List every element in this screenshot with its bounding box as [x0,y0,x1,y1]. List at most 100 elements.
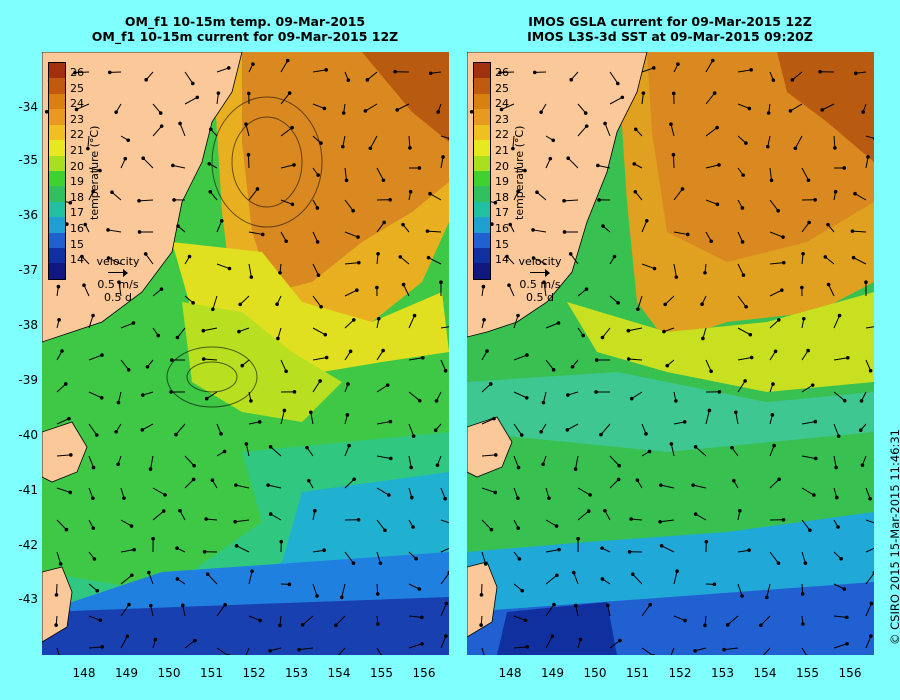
left-velocity-arrowhead [316,273,321,277]
left-velocity-arrowhead [395,108,400,112]
left-longitude-label: 150 [157,666,181,680]
left-velocity-arrowhead [201,328,206,333]
left-velocity-arrow [280,60,289,73]
right-velocity-arrowhead [851,255,856,260]
right-velocity-arrowhead [813,419,818,424]
right-velocity-arrow [545,519,557,527]
right-velocity-arrowhead [836,525,840,529]
right-velocity-arrowhead [744,141,748,145]
left-velocity-arrow [299,647,314,651]
right-velocity-arrowhead [743,379,747,383]
left-velocity-arrow [302,615,314,626]
right-velocity-arrowhead [872,570,874,575]
right-velocity-arrowhead [801,622,805,626]
right-velocity-arrow [828,284,835,297]
left-velocity-arrowhead [151,536,155,541]
left-velocity-arrowhead [409,465,413,470]
left-velocity-arrow [184,479,194,489]
left-velocity-arrowhead [365,78,370,82]
left-velocity-arrowhead [419,615,424,620]
left-velocity-arrowhead [227,266,232,271]
left-latitude-label: -42 [18,538,38,552]
left-velocity-arrow [376,222,385,233]
left-velocity-arrowhead [278,623,282,628]
right-velocity-arrowhead [507,283,511,287]
right-velocity-arrow [602,327,611,338]
right-velocity-arrowhead [662,329,666,334]
left-velocity-arrow [408,583,420,590]
right-velocity-arrowhead [788,109,793,113]
right-velocity-arrowhead [842,166,847,170]
left-velocity-arrow [396,103,410,111]
left-latitude-label: -37 [18,263,38,277]
left-velocity-arrowhead [428,191,432,196]
right-velocity-arrow [737,549,750,553]
left-velocity-arrow [245,124,250,137]
right-velocity-arrowhead [680,187,685,191]
right-velocity-arrowhead [781,235,785,239]
right-velocity-arrowhead [693,445,698,449]
left-velocity-arrowhead [363,109,368,113]
right-velocity-arrowhead [813,197,817,202]
left-velocity-arrowhead [275,302,279,307]
right-velocity-arrowhead [498,70,502,75]
left-velocity-arrowhead [284,369,288,374]
left-longitude-label: 156 [412,666,436,680]
left-colorbar-segment [49,124,65,141]
right-velocity-arrow [727,615,739,626]
right-velocity-arrow [481,383,492,393]
left-velocity-arrow [376,455,391,459]
left-velocity-arrowhead [255,187,260,191]
left-velocity-arrowhead [141,393,145,397]
left-velocity-arrow [248,615,261,621]
right-velocity-arrowhead [770,413,775,417]
left-velocity-arrowhead [191,81,195,86]
right-velocity-arrowhead [488,382,493,386]
right-velocity-arrow [508,284,515,297]
right-velocity-arrow [737,263,744,276]
left-velocity-arrowhead [172,198,176,202]
right-velocity-arrow [705,60,714,73]
left-longitude-label: 153 [285,666,308,680]
left-velocity-arrowhead [401,282,406,287]
left-velocity-arrow [376,167,384,181]
right-velocity-arrow [724,647,739,651]
left-velocity-arrowhead [443,496,447,501]
right-velocity-arrowhead [712,582,717,587]
right-velocity-arrowhead [813,456,818,461]
left-velocity-arrowhead [412,313,417,318]
left-velocity-arrowhead [244,442,249,446]
right-velocity-arrow [801,421,816,425]
left-velocity-arrowhead [414,556,418,561]
left-velocity-arrowhead [334,623,338,628]
right-longitude-label: 153 [711,666,734,680]
right-velocity-arrow [794,135,803,149]
left-velocity-arrowhead [411,525,415,529]
right-velocity-arrowhead [837,313,842,318]
right-velocity-arrow [865,635,872,649]
right-velocity-arrowhead [541,462,545,467]
right-velocity-arrowhead [641,91,646,95]
right-velocity-arrowhead [499,107,504,112]
right-velocity-arrowhead [635,478,640,482]
right-velocity-arrowhead [682,420,687,424]
left-velocity-arrowhead [54,623,58,627]
left-velocity-arrowhead [226,66,231,70]
left-velocity-arrowhead [388,419,393,424]
left-velocity-arrowhead [106,256,111,260]
right-velocity-arrowhead [868,368,873,373]
left-velocity-arrow [440,156,444,169]
left-velocity-arrow [83,284,90,297]
right-velocity-arrowhead [823,255,828,259]
left-velocity-arrowhead [141,156,146,160]
left-velocity-arrowhead [408,189,413,194]
right-velocity-arrow [801,167,809,181]
right-velocity-arrowhead [588,493,592,497]
left-velocity-arrowhead [351,561,356,565]
right-velocity-arrowhead [674,399,678,403]
left-velocity-arrowhead [268,445,273,449]
right-velocity-arrow [513,423,523,436]
left-velocity-arrow [365,103,378,112]
right-velocity-arrowhead [808,528,812,533]
left-velocity-arrow [152,487,166,496]
